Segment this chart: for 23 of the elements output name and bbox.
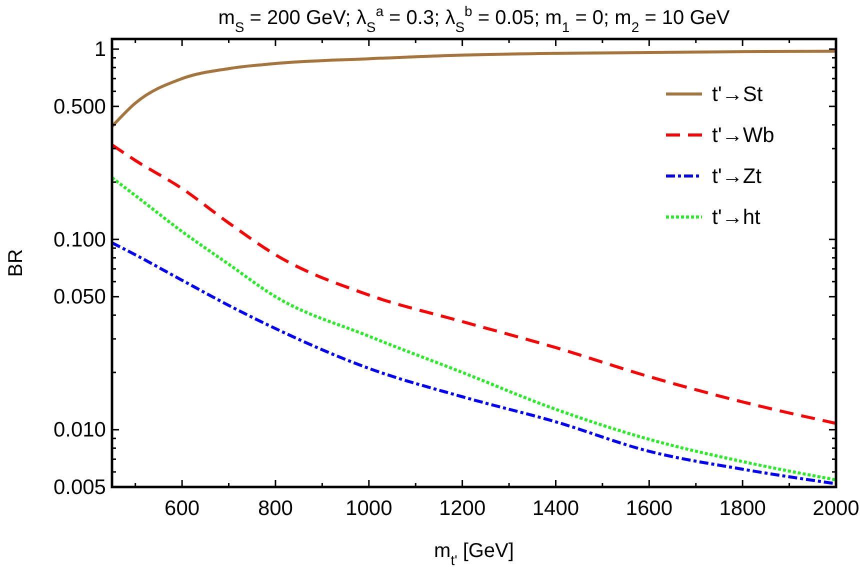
y-tick-label: 0.100 [53, 228, 106, 252]
legend-label: t'→Zt [712, 165, 762, 188]
line-series [110, 50, 838, 128]
y-tick-label: 0.005 [53, 476, 106, 499]
x-tick-label: 600 [164, 497, 200, 520]
x-tick-label: 1000 [346, 497, 392, 520]
x-tick-label: 1600 [626, 497, 673, 520]
chart-title: m$_{S}$ = 200 GeV; λ$_{S}$$^{a}$ = 0.3; λ$_{S}$$^{b}$ = 0.05; m$_{1}$ = 0; m$_{2}$ = 10 GeV [218, 3, 730, 35]
y-axis-title: BR [5, 249, 27, 277]
y-tick-label: 1 [94, 38, 106, 62]
x-tick-label: 1800 [719, 497, 766, 520]
y-tick-label: 0.010 [53, 418, 106, 442]
legend-label: t'→St [712, 83, 763, 106]
x-tick-label: 1400 [532, 497, 580, 520]
line-series [110, 143, 838, 425]
x-tick-label: 1200 [438, 497, 486, 520]
legend-label: t'→Wb [712, 124, 774, 147]
x-tick-label: 2000 [812, 497, 860, 520]
y-tick-label: 0.500 [53, 95, 106, 118]
y-tick-label: 0.050 [53, 286, 106, 309]
x-tick-label: 800 [258, 497, 294, 520]
x-axis-title: m$_{t'}$ [GeV] [434, 540, 514, 567]
legend-label: t'→ht [712, 206, 761, 229]
